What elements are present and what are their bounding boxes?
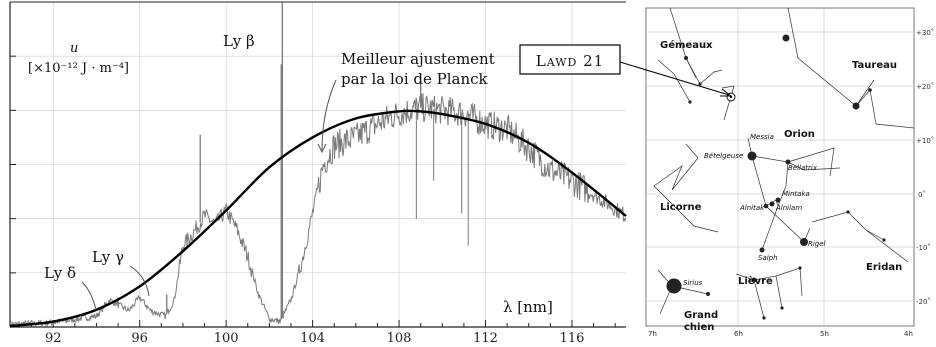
x-axis-ticks: 92 96 100 104 108 112 116 bbox=[31, 320, 616, 346]
arrow-ly-delta bbox=[81, 281, 97, 311]
lawd21-marker-dot bbox=[729, 95, 733, 99]
star-mintaka: Mintaka bbox=[782, 190, 810, 198]
star-saiph: Saiph bbox=[758, 254, 778, 262]
x-tick-label: 108 bbox=[387, 331, 412, 346]
y-axis-ticks bbox=[10, 55, 16, 274]
x-tick-label: 100 bbox=[214, 331, 239, 346]
annotation-fit-line2: par la loi de Planck bbox=[341, 70, 489, 88]
annotation-ly-beta: Ly β bbox=[223, 32, 255, 50]
y-axis-label: u bbox=[70, 41, 78, 56]
dec-tick-plus30: +30˚ bbox=[916, 29, 934, 37]
map-stars bbox=[666, 34, 886, 320]
ra-tick-6h: 6h bbox=[734, 330, 743, 338]
star-betelgeuse: Bételgeuse bbox=[704, 152, 743, 160]
dec-tick-minus10: -10˚ bbox=[916, 244, 931, 252]
planck-fit-series bbox=[9, 109, 627, 328]
spectrum-series bbox=[9, 93, 627, 328]
dec-tick-plus20: +20˚ bbox=[916, 83, 934, 91]
star-rigel: Rigel bbox=[808, 240, 826, 248]
dec-tick-0: 0˚ bbox=[918, 191, 926, 199]
star-alnilam: Alnilam bbox=[775, 204, 802, 212]
star-alnitak: Alnitak bbox=[739, 204, 765, 212]
arrow-fit bbox=[321, 79, 337, 151]
x-tick-label: 96 bbox=[131, 331, 148, 346]
dec-tick-plus10: +10˚ bbox=[916, 137, 934, 145]
constellation-orion: Orion bbox=[784, 129, 815, 140]
constellation-taureau: Taureau bbox=[852, 60, 897, 71]
orion-star-map: Gémeaux Taureau Orion Licorne Eridan Liè… bbox=[645, 7, 934, 338]
constellation-gemeaux: Gémeaux bbox=[660, 39, 713, 51]
constellation-licorne: Licorne bbox=[660, 202, 702, 213]
constellation-eridan: Eridan bbox=[866, 262, 902, 273]
spectrum-chart: 92 96 100 104 108 112 116 u [×10⁻¹² J · m⁻⁴] λ… bbox=[9, 1, 627, 346]
x-tick-label: 92 bbox=[45, 331, 62, 346]
x-tick-label: 116 bbox=[560, 331, 585, 346]
ra-tick-7h: 7h bbox=[648, 330, 657, 338]
constellation-grand-chien-2: chien bbox=[684, 322, 714, 333]
map-grid bbox=[646, 8, 914, 326]
star-sirius: Sirius bbox=[683, 279, 703, 287]
arrow-fit-head bbox=[317, 143, 327, 154]
star-bellatrix: Bellatrix bbox=[788, 164, 818, 172]
y-axis-unit: [×10⁻¹² J · m⁻⁴] bbox=[28, 61, 129, 76]
constellation-lievre: Lièvre bbox=[738, 275, 773, 287]
annotation-fit-line1: Meilleur ajustement bbox=[341, 50, 495, 68]
ra-tick-5h: 5h bbox=[820, 330, 829, 338]
arrow-ly-gamma bbox=[129, 265, 150, 297]
annotation-ly-delta: Ly δ bbox=[44, 264, 76, 282]
constellation-grand-chien-1: Grand bbox=[684, 310, 718, 321]
ra-tick-4h: 4h bbox=[904, 330, 913, 338]
x-tick-label: 104 bbox=[300, 331, 325, 346]
annotation-ly-gamma: Ly γ bbox=[92, 248, 124, 266]
x-tick-label: 112 bbox=[473, 331, 498, 346]
star-messia: Messia bbox=[750, 133, 774, 141]
x-axis-label: λ [nm] bbox=[503, 298, 553, 316]
spectrum-lines bbox=[117, 2, 469, 320]
dec-tick-minus20: -20˚ bbox=[916, 298, 931, 306]
